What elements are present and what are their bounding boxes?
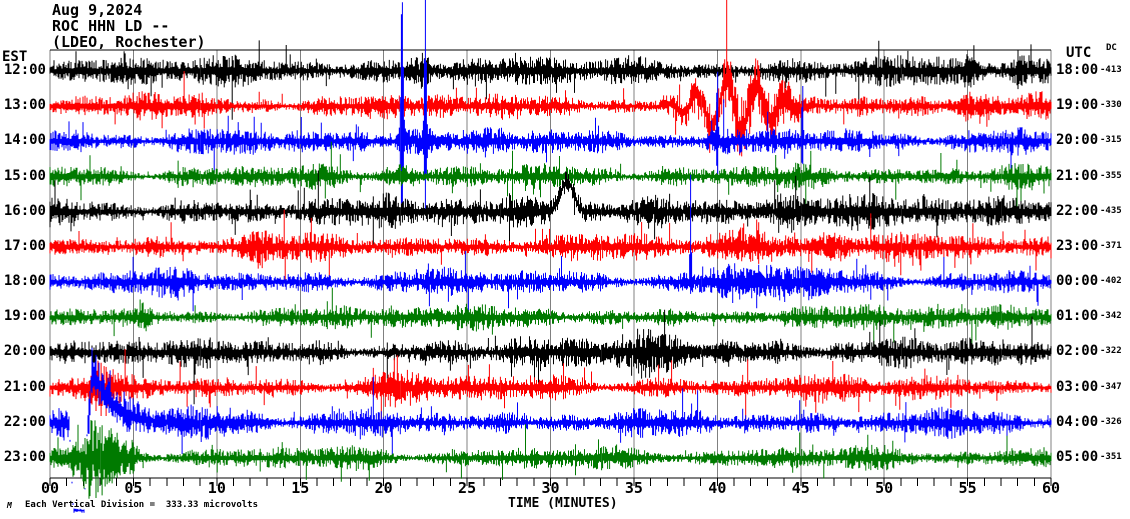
dc-value: -351 — [1100, 451, 1122, 462]
x-tick-label: 10 — [207, 479, 226, 497]
seismogram-trace-22:00 — [49, 347, 1052, 513]
est-row-label: 13:00 — [3, 97, 46, 114]
x-tick-label: 20 — [374, 479, 393, 497]
seismogram-trace-15:00 — [49, 141, 1052, 219]
dc-value: -355 — [1100, 170, 1122, 181]
est-row-label: 18:00 — [3, 273, 46, 290]
header-station: ROC HHN LD -- — [52, 17, 170, 35]
right-axis-timezone-label: UTC — [1066, 45, 1092, 61]
dc-value: -326 — [1100, 416, 1122, 427]
header-network: (LDEO, Rochester) — [52, 33, 206, 51]
x-tick-label: 15 — [291, 479, 310, 497]
est-row-label: 21:00 — [3, 378, 46, 395]
x-axis-title: TIME (MINUTES) — [508, 496, 618, 511]
utc-row-label: 05:00 — [1056, 448, 1099, 465]
x-tick-label: 45 — [791, 479, 810, 497]
est-row-label: 20:00 — [3, 343, 46, 360]
est-row-label: 19:00 — [3, 308, 46, 325]
est-row-label: 22:00 — [3, 413, 46, 430]
dc-value: -435 — [1100, 205, 1122, 216]
dc-value: -330 — [1100, 100, 1122, 111]
dc-column-label: DC — [1106, 43, 1117, 53]
seismogram-trace-16:00 — [49, 170, 1052, 245]
seismogram-trace-14:00 — [49, 0, 1052, 215]
utc-row-label: 19:00 — [1056, 97, 1099, 114]
x-tick-label: 60 — [1041, 479, 1061, 497]
est-row-label: 14:00 — [3, 132, 46, 149]
dc-value: -371 — [1100, 240, 1122, 251]
utc-row-label: 23:00 — [1056, 237, 1099, 254]
utc-row-label: 04:00 — [1056, 413, 1099, 430]
utc-row-label: 02:00 — [1056, 343, 1099, 360]
seismogram-trace-21:00 — [49, 349, 1052, 422]
x-tick-label: 05 — [124, 479, 143, 497]
x-tick-label: 35 — [624, 479, 643, 497]
scale-footnote: Each Vertical Division = 333.33 microvol… — [25, 500, 258, 510]
seismogram-trace-19:00 — [49, 287, 1052, 352]
x-tick-label: 25 — [458, 479, 477, 497]
dc-value: -322 — [1100, 346, 1122, 357]
x-tick-label: 00 — [40, 479, 60, 497]
utc-row-label: 20:00 — [1056, 132, 1099, 149]
utc-row-label: 22:00 — [1056, 202, 1099, 219]
est-row-label: 15:00 — [3, 167, 46, 184]
est-row-label: 23:00 — [3, 448, 46, 465]
dc-value: -347 — [1100, 381, 1122, 392]
seismogram-trace-20:00 — [49, 309, 1052, 405]
left-axis-timezone-label: EST — [2, 49, 28, 65]
seismogram-trace-23:00 — [49, 420, 1052, 499]
utc-row-label: 03:00 — [1056, 378, 1099, 395]
est-row-label: 16:00 — [3, 202, 46, 219]
dc-value: -342 — [1100, 311, 1122, 322]
x-tick-label: 30 — [541, 479, 560, 497]
x-tick-label: 40 — [708, 479, 727, 497]
utc-row-label: 21:00 — [1056, 167, 1099, 184]
utc-row-label: 00:00 — [1056, 273, 1099, 290]
est-row-label: 12:00 — [3, 62, 46, 78]
x-tick-label: 55 — [958, 479, 977, 497]
dc-value: -413 — [1100, 65, 1122, 75]
x-tick-label: 50 — [875, 479, 894, 497]
dc-value: -402 — [1100, 276, 1122, 287]
header-date: Aug 9,2024 — [52, 1, 143, 19]
utc-row-label: 18:00 — [1056, 62, 1099, 78]
seismogram-trace-18:00 — [49, 174, 1052, 313]
logo-mark: M — [7, 501, 12, 510]
dc-value: -315 — [1100, 135, 1122, 146]
est-row-label: 17:00 — [3, 237, 46, 254]
utc-row-label: 01:00 — [1056, 308, 1099, 325]
seismogram-trace-17:00 — [49, 209, 1052, 281]
